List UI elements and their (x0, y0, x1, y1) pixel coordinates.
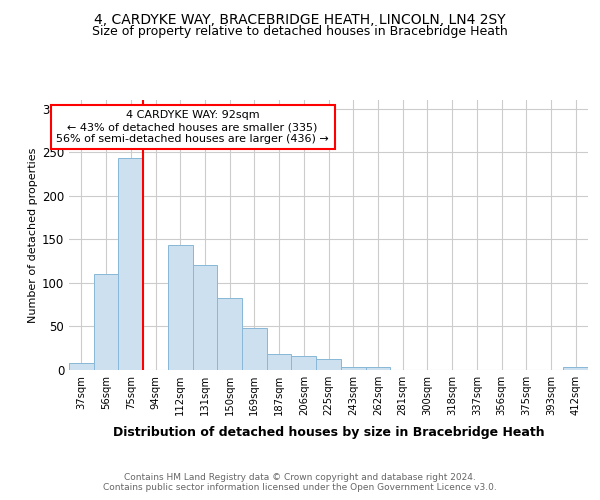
Bar (316, 358, 341, 370)
Bar (341, 368, 365, 370)
X-axis label: Distribution of detached houses by size in Bracebridge Heath: Distribution of detached houses by size … (113, 426, 544, 440)
Bar (242, 328, 267, 370)
Bar (69, 363, 94, 370)
Text: Contains HM Land Registry data © Crown copyright and database right 2024.: Contains HM Land Registry data © Crown c… (124, 472, 476, 482)
Bar (168, 246, 193, 370)
Bar (118, 158, 143, 370)
Text: 4 CARDYKE WAY: 92sqm
← 43% of detached houses are smaller (335)
56% of semi-deta: 4 CARDYKE WAY: 92sqm ← 43% of detached h… (56, 110, 329, 144)
Text: Contains public sector information licensed under the Open Government Licence v3: Contains public sector information licen… (103, 484, 497, 492)
Bar (217, 298, 242, 370)
Y-axis label: Number of detached properties: Number of detached properties (28, 148, 38, 322)
Bar (94, 274, 118, 370)
Bar (563, 368, 588, 370)
Bar (292, 356, 316, 370)
Text: 4, CARDYKE WAY, BRACEBRIDGE HEATH, LINCOLN, LN4 2SY: 4, CARDYKE WAY, BRACEBRIDGE HEATH, LINCO… (94, 12, 506, 26)
Bar (267, 354, 292, 370)
Bar (193, 266, 217, 370)
Text: Size of property relative to detached houses in Bracebridge Heath: Size of property relative to detached ho… (92, 25, 508, 38)
Bar (365, 368, 390, 370)
